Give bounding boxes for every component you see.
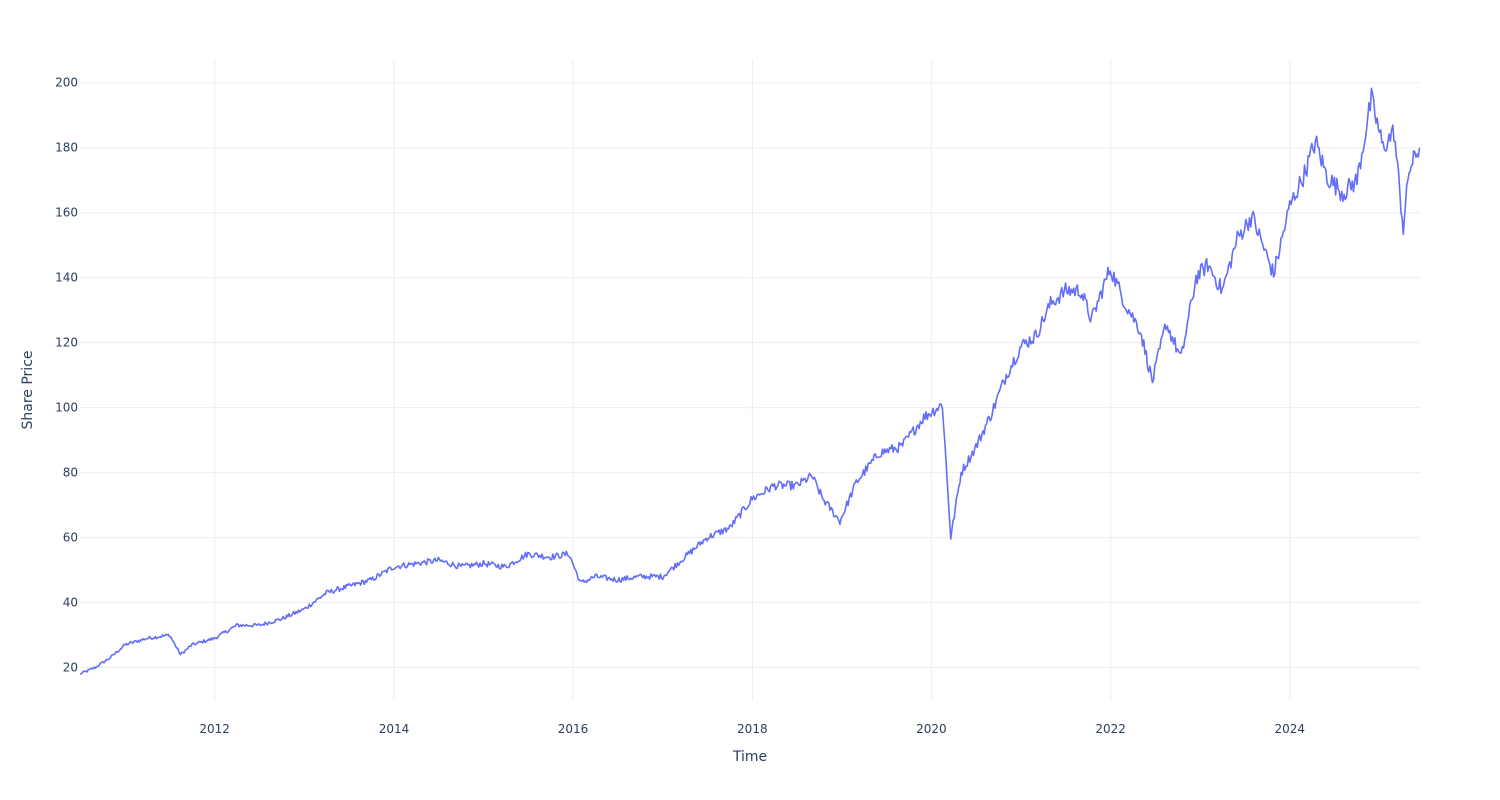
x-axis-ticks: 2012 2014 2016 2018 2020 2022 2024 bbox=[199, 722, 1305, 736]
share-price-line bbox=[79, 87, 1421, 675]
y-tick-label: 120 bbox=[55, 336, 78, 350]
y-tick-label: 80 bbox=[63, 466, 78, 480]
y-tick-label: 20 bbox=[63, 661, 78, 675]
y-axis-ticks: 20 40 60 80 100 120 140 160 180 200 bbox=[55, 76, 78, 675]
y-tick-label: 180 bbox=[55, 141, 78, 155]
y-tick-label: 60 bbox=[63, 531, 78, 545]
x-tick-label: 2016 bbox=[558, 722, 589, 736]
y-axis-title: Share Price bbox=[20, 350, 36, 429]
x-tick-label: 2024 bbox=[1274, 722, 1305, 736]
plot-area bbox=[79, 87, 1421, 675]
y-tick-label: 40 bbox=[63, 596, 78, 610]
x-axis-title: Time bbox=[732, 749, 767, 765]
x-gridlines bbox=[214, 60, 1291, 700]
y-tick-label: 140 bbox=[55, 271, 78, 285]
x-tick-label: 2014 bbox=[379, 722, 410, 736]
y-gridlines bbox=[80, 82, 1420, 669]
y-tick-label: 200 bbox=[55, 76, 78, 90]
y-tick-label: 100 bbox=[55, 401, 78, 415]
x-tick-label: 2018 bbox=[737, 722, 768, 736]
x-tick-label: 2022 bbox=[1095, 722, 1126, 736]
x-tick-label: 2012 bbox=[199, 722, 230, 736]
x-tick-label: 2020 bbox=[916, 722, 947, 736]
y-tick-label: 160 bbox=[55, 206, 78, 220]
